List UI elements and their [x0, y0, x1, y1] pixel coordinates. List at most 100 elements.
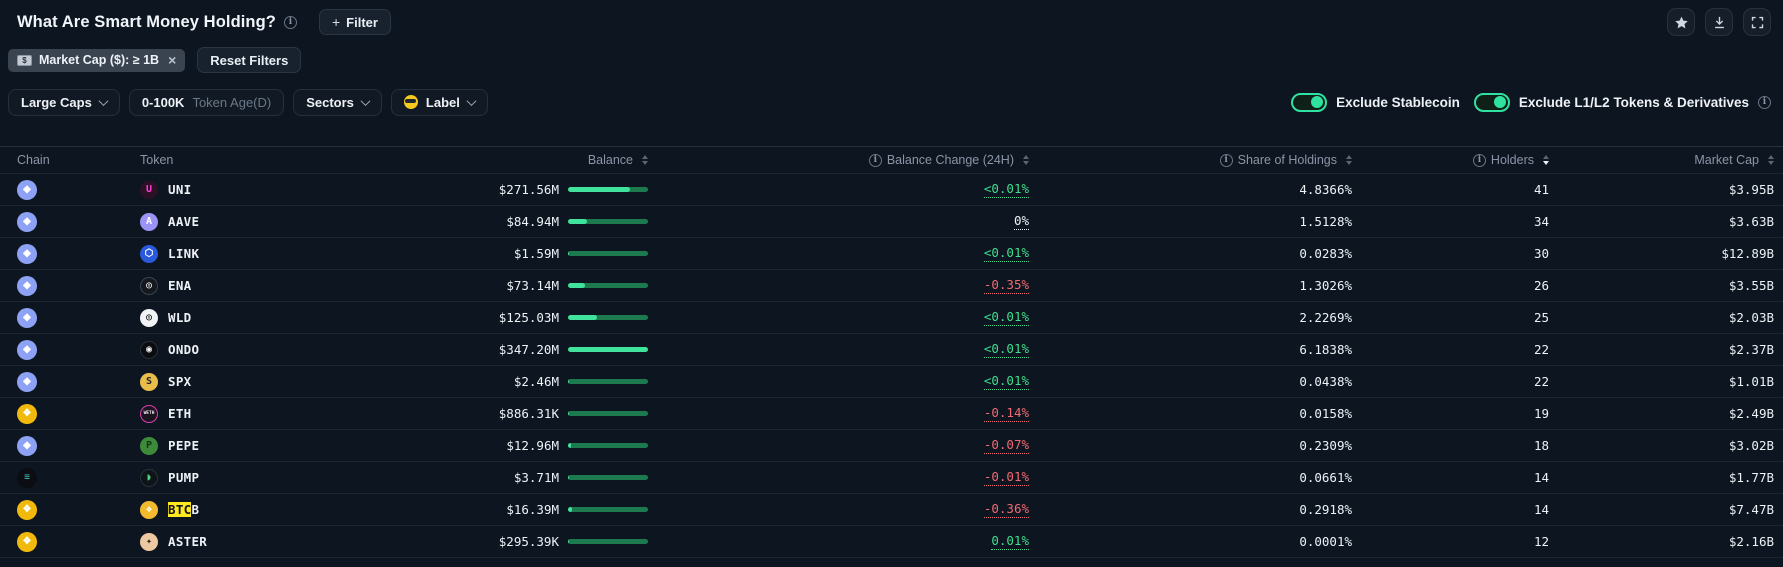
column-header-balance-change[interactable]: i Balance Change (24H) [648, 153, 1029, 167]
balance-change-cell: 0% [648, 213, 1029, 230]
balance-change-value: 0.01% [991, 533, 1029, 550]
token-age-value: 0-100K [141, 94, 185, 110]
share-cell: 0.2918% [1029, 502, 1352, 517]
market-cap-cell: $2.16B [1549, 534, 1774, 549]
table-row[interactable]: ◆ P PEPE $12.96M -0.07% 0.2309% 18 $3.02… [0, 430, 1783, 462]
sort-icon[interactable] [642, 155, 648, 165]
token-cell[interactable]: ◉ ONDO [140, 340, 420, 359]
sort-icon[interactable] [1346, 155, 1352, 165]
holders-cell: 14 [1352, 470, 1549, 485]
table-row[interactable]: ◆ U UNI $271.56M <0.01% 4.8366% 41 $3.95… [0, 174, 1783, 206]
holders-cell: 34 [1352, 214, 1549, 229]
balance-change-value: <0.01% [983, 309, 1029, 326]
table-row[interactable]: ≡ ◗ PUMP $3.71M -0.01% 0.0661% 14 $1.77B [0, 462, 1783, 494]
aster-logo-icon: ✦ [140, 532, 158, 551]
balance-bar-fill [568, 379, 569, 384]
title-info-icon[interactable]: i [283, 15, 297, 29]
share-info-icon[interactable]: i [1219, 153, 1233, 167]
table-row[interactable]: ❖ WETH ETH $886.31K -0.14% 0.0158% 19 $2… [0, 398, 1783, 430]
balance-change-value: -0.35% [983, 277, 1029, 294]
balance-change-cell: <0.01% [648, 245, 1029, 262]
table-row[interactable]: ◆ ◉ ONDO $347.20M <0.01% 6.1838% 22 $2.3… [0, 334, 1783, 366]
token-cell[interactable]: ⬡ LINK [140, 244, 420, 263]
holders-value: 41 [1533, 182, 1549, 197]
token-name[interactable]: WLD [168, 310, 192, 325]
column-header-holders[interactable]: i Holders [1352, 153, 1549, 167]
table-row[interactable]: ◆ ⬡ LINK $1.59M <0.01% 0.0283% 30 $12.89… [0, 238, 1783, 270]
token-name[interactable]: PEPE [168, 438, 200, 453]
market-cap-column-label: Market Cap [1694, 153, 1759, 167]
balance-value: $12.96M [506, 438, 559, 453]
market-cap-value: $3.02B [1728, 438, 1774, 453]
column-header-balance[interactable]: Balance [420, 153, 648, 167]
pepe-logo-icon: P [140, 436, 158, 455]
balance-cell: $271.56M [420, 182, 648, 197]
token-name[interactable]: SPX [168, 374, 192, 389]
download-button[interactable] [1705, 8, 1733, 36]
label-dropdown[interactable]: Label [390, 88, 488, 116]
table-row[interactable]: ❖ ❖ BTCB $16.39M -0.36% 0.2918% 14 $7.47… [0, 494, 1783, 526]
token-cell[interactable]: WETH ETH [140, 404, 420, 423]
balance-cell: $3.71M [420, 470, 648, 485]
token-name[interactable]: ENA [168, 278, 192, 293]
share-value: 0.0283% [1299, 246, 1352, 261]
table-row[interactable]: ◆ ◎ ENA $73.14M -0.35% 1.3026% 26 $3.55B [0, 270, 1783, 302]
token-cell[interactable]: U UNI [140, 180, 420, 199]
toggle-knob [1311, 96, 1324, 108]
chain-cell: ◆ [17, 179, 140, 200]
holders-cell: 26 [1352, 278, 1549, 293]
sectors-dropdown[interactable]: Sectors [293, 88, 382, 116]
token-age-filter[interactable]: 0-100K Token Age(D) [128, 88, 285, 116]
market-cap-cell: $3.55B [1549, 278, 1774, 293]
token-cell[interactable]: ✦ ASTER [140, 532, 420, 551]
market-cap-size-dropdown[interactable]: Large Caps [8, 88, 120, 116]
table-row[interactable]: ❖ ✦ ASTER $295.39K 0.01% 0.0001% 12 $2.1… [0, 526, 1783, 558]
column-header-share[interactable]: i Share of Holdings [1029, 153, 1352, 167]
balance-change-value: 0% [1013, 213, 1029, 230]
sort-icon[interactable] [1768, 155, 1774, 165]
l1l2-info-icon[interactable]: i [1758, 95, 1771, 109]
token-cell[interactable]: P PEPE [140, 436, 420, 455]
balance-change-info-icon[interactable]: i [868, 153, 882, 167]
favorite-star-button[interactable] [1667, 8, 1695, 36]
table-row[interactable]: ◆ S SPX $2.46M <0.01% 0.0438% 22 $1.01B [0, 366, 1783, 398]
money-banknote-icon: $ [17, 54, 32, 66]
table-row[interactable]: ◆ A AAVE $84.94M 0% 1.5128% 34 $3.63B [0, 206, 1783, 238]
token-cell[interactable]: S SPX [140, 372, 420, 391]
column-header-market-cap[interactable]: Market Cap [1549, 153, 1774, 167]
token-cell[interactable]: ◗ PUMP [140, 468, 420, 487]
token-name[interactable]: BTCB [168, 502, 200, 517]
holders-info-icon[interactable]: i [1472, 153, 1486, 167]
token-name[interactable]: AAVE [168, 214, 200, 229]
sort-icon-active-desc[interactable] [1543, 155, 1549, 165]
worldcoin-logo-icon: ◎ [140, 308, 158, 327]
exclude-stablecoin-toggle[interactable] [1291, 92, 1328, 112]
add-filter-button[interactable]: + Filter [318, 9, 391, 35]
balance-change-cell: -0.14% [648, 405, 1029, 422]
solana-chain-icon: ≡ [17, 467, 37, 488]
token-name[interactable]: ASTER [168, 534, 208, 549]
token-name[interactable]: UNI [168, 182, 192, 197]
token-name[interactable]: ETH [168, 406, 192, 421]
token-name[interactable]: PUMP [168, 470, 200, 485]
balance-change-cell: <0.01% [648, 309, 1029, 326]
fullscreen-button[interactable] [1743, 8, 1771, 36]
exclude-l1l2-label: Exclude L1/L2 Tokens & Derivatives [1518, 94, 1749, 110]
token-name[interactable]: LINK [168, 246, 200, 261]
token-name[interactable]: ONDO [168, 342, 200, 357]
holders-cell: 30 [1352, 246, 1549, 261]
token-cell[interactable]: ❖ BTCB [140, 500, 420, 519]
exclude-l1l2-toggle[interactable] [1473, 92, 1510, 112]
balance-bar-fill [568, 219, 588, 224]
sort-icon[interactable] [1023, 155, 1029, 165]
token-cell[interactable]: A AAVE [140, 212, 420, 231]
chain-cell: ◆ [17, 307, 140, 328]
market-cap-filter-chip[interactable]: $ Market Cap ($): ≥ 1B × [8, 48, 186, 72]
share-cell: 4.8366% [1029, 182, 1352, 197]
remove-filter-icon[interactable]: × [168, 52, 177, 68]
page-title: What Are Smart Money Holding? [17, 12, 276, 31]
token-cell[interactable]: ◎ WLD [140, 308, 420, 327]
reset-filters-button[interactable]: Reset Filters [197, 47, 302, 73]
token-cell[interactable]: ◎ ENA [140, 276, 420, 295]
table-row[interactable]: ◆ ◎ WLD $125.03M <0.01% 2.2269% 25 $2.03… [0, 302, 1783, 334]
